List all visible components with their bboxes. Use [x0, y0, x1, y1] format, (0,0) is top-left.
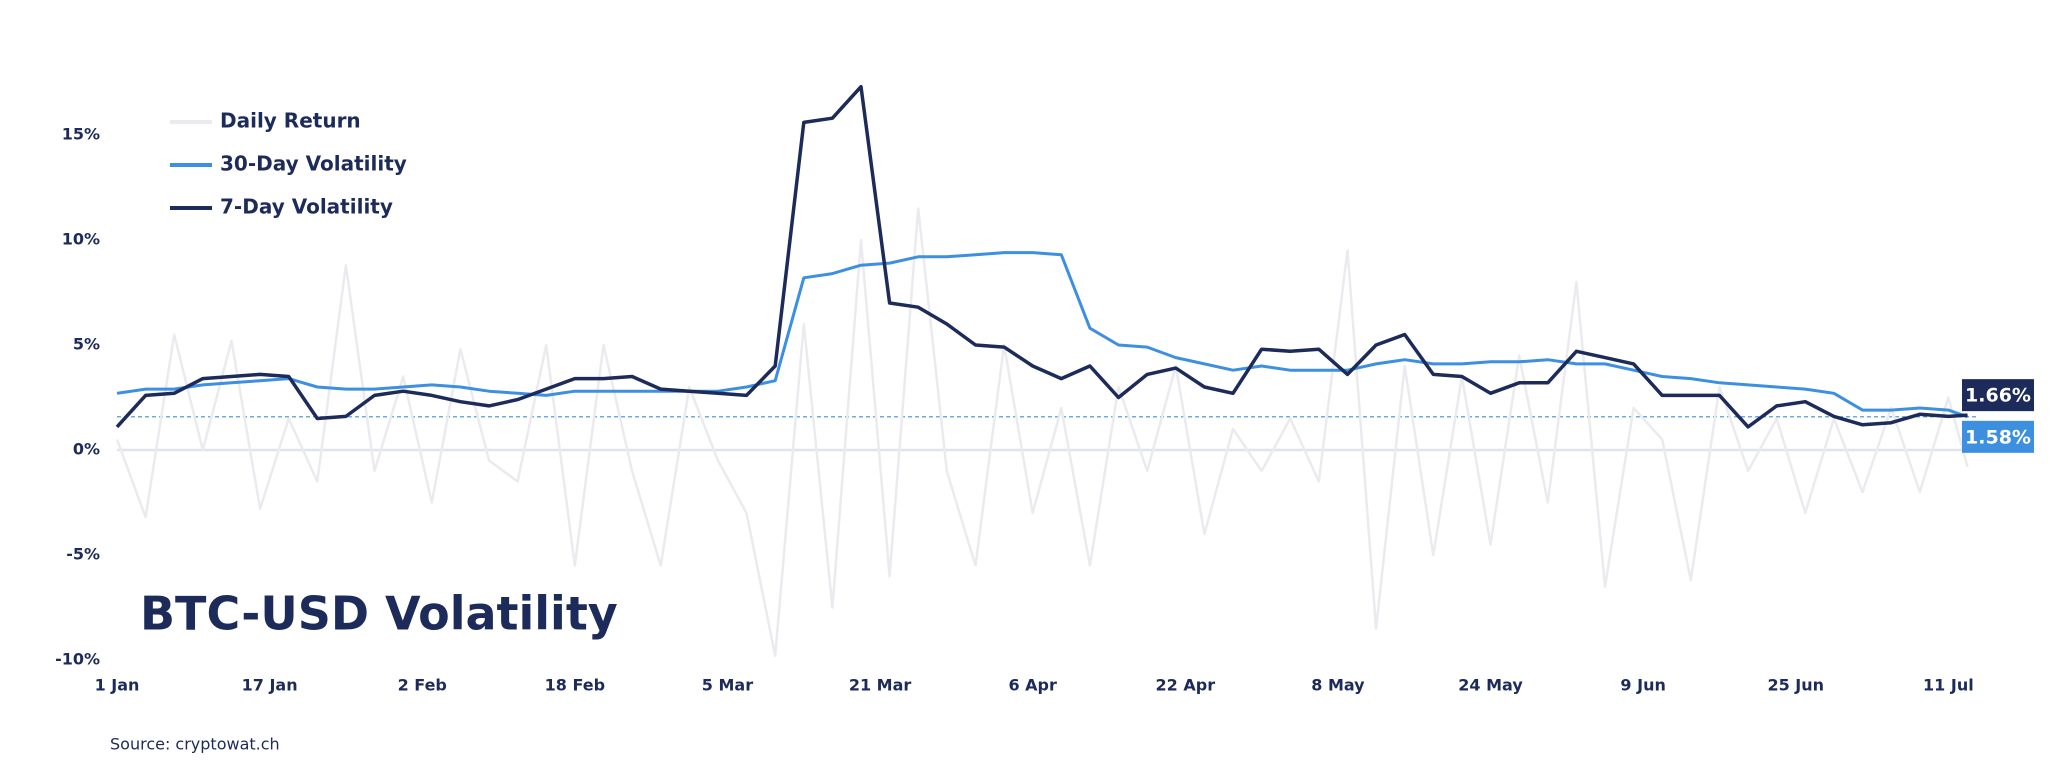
series-line [116, 251, 1968, 419]
chart-title: BTC-USD Volatility [140, 587, 618, 641]
value-badge [1962, 379, 2034, 412]
value-badge [1962, 420, 2034, 453]
x-tick-label: 6 Apr [1008, 676, 1057, 695]
legend-label: 7-Day Volatility [220, 195, 393, 219]
source-note: Source: cryptowat.ch [110, 735, 280, 754]
x-tick-label: 5 Mar [702, 676, 753, 695]
y-tick-label: 0% [73, 440, 100, 459]
y-tick-label: -10% [55, 650, 100, 669]
x-tick-label: 11 Jul [1923, 676, 1974, 695]
x-tick-label: 17 Jan [242, 676, 298, 695]
series-line [115, 84, 1968, 429]
x-tick-label: 18 Feb [545, 676, 605, 695]
x-tick-label: 9 Jun [1620, 676, 1665, 695]
x-tick-label: 2 Feb [398, 676, 447, 695]
value-badge-label: 1.66% [1965, 385, 2031, 407]
y-tick-label: 10% [62, 230, 100, 249]
y-tick-label: -5% [66, 545, 100, 564]
legend-label: 30-Day Volatility [220, 152, 407, 176]
x-tick-label: 24 May [1458, 676, 1523, 695]
x-tick-label: 8 May [1311, 676, 1365, 695]
series-line [115, 207, 1969, 658]
x-tick-label: 25 Jun [1767, 676, 1824, 695]
legend-label: Daily Return [220, 109, 361, 133]
y-tick-label: 5% [73, 335, 100, 354]
y-tick-label: 15% [62, 125, 100, 144]
x-tick-label: 21 Mar [849, 676, 912, 695]
x-tick-label: 22 Apr [1156, 676, 1216, 695]
value-badge-label: 1.58% [1965, 426, 2031, 448]
x-tick-label: 1 Jan [95, 676, 140, 695]
